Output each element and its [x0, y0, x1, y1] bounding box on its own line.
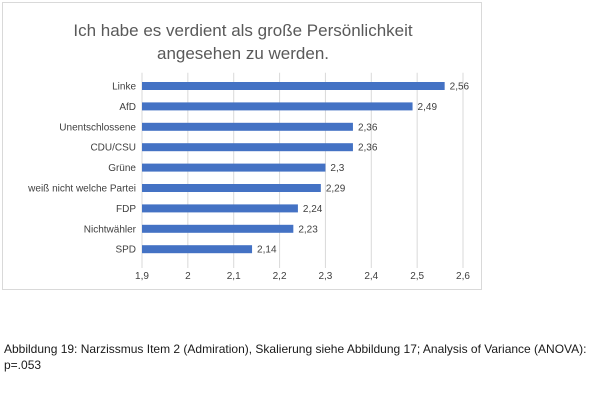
bar: [142, 224, 294, 233]
figure-caption: Abbildung 19: Narzissmus Item 2 (Admirat…: [4, 342, 587, 372]
category-label: FDP: [116, 204, 136, 215]
category-label: Grüne: [108, 163, 136, 174]
data-label: 2,36: [358, 143, 378, 154]
bar: [142, 102, 413, 111]
data-label: 2,24: [303, 204, 323, 215]
bar: [142, 163, 326, 172]
bar: [142, 184, 321, 192]
category-label: Nichtwähler: [84, 224, 137, 235]
data-label: 2,23: [298, 224, 318, 235]
category-label: CDU/CSU: [90, 143, 136, 154]
x-tick-label: 2: [185, 271, 191, 282]
chart-title-line-1: Ich habe es verdient als große Persönlic…: [73, 21, 413, 40]
category-label: AfD: [119, 102, 136, 113]
data-label: 2,3: [330, 163, 344, 174]
chart-frame: Ich habe es verdient als große Persönlic…: [2, 2, 482, 290]
category-label: SPD: [115, 245, 136, 256]
bar: [142, 82, 445, 90]
bar-chart: Ich habe es verdient als große Persönlic…: [27, 21, 470, 282]
data-label: 2,36: [358, 122, 378, 133]
data-label: 2,14: [257, 245, 277, 256]
category-label: Unentschlossene: [59, 122, 136, 133]
x-tick-label: 2,4: [364, 271, 378, 282]
chart-title-line-2: angesehen zu werden.: [157, 44, 329, 63]
data-label: 2,49: [418, 102, 438, 113]
data-label: 2,29: [326, 184, 346, 195]
data-label: 2,56: [450, 82, 470, 93]
category-label: Linke: [112, 82, 136, 93]
x-tick-label: 2,5: [410, 271, 424, 282]
category-label: weiß nicht welche Partei: [27, 184, 136, 195]
bar: [142, 143, 353, 152]
x-tick-label: 2,2: [273, 271, 287, 282]
bar: [142, 204, 298, 213]
x-tick-label: 1,9: [135, 271, 149, 282]
bar: [142, 245, 253, 254]
x-tick-label: 2,6: [456, 271, 470, 282]
x-tick-label: 2,3: [318, 271, 332, 282]
x-tick-label: 2,1: [227, 271, 241, 282]
bar: [142, 122, 353, 131]
